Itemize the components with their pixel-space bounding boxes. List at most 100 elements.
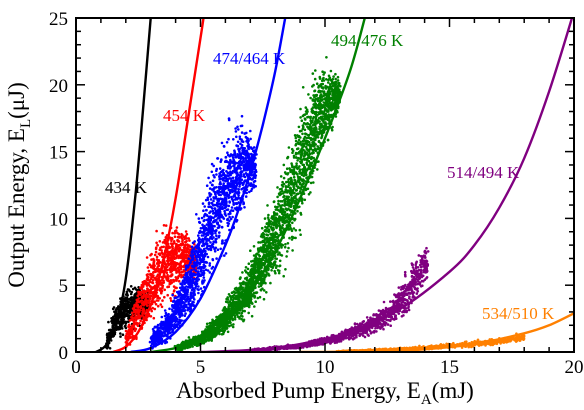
data-point <box>212 216 215 220</box>
data-point <box>119 335 122 338</box>
data-point <box>315 94 318 98</box>
data-point <box>196 288 199 291</box>
scatter-series-2 <box>148 114 258 350</box>
data-point <box>160 275 163 279</box>
data-point <box>269 281 272 285</box>
data-point <box>170 270 173 273</box>
data-point <box>294 136 298 140</box>
data-point <box>191 265 194 269</box>
data-point <box>240 114 244 118</box>
data-point <box>184 273 187 277</box>
data-point <box>178 271 181 275</box>
data-point <box>288 236 291 240</box>
data-point <box>230 209 233 212</box>
data-point <box>211 212 215 215</box>
data-point <box>274 208 278 211</box>
data-point <box>215 257 218 260</box>
data-point <box>228 185 232 188</box>
data-point <box>116 326 119 330</box>
data-point <box>148 340 152 344</box>
data-point <box>162 326 165 329</box>
data-point <box>195 213 198 216</box>
data-point <box>121 320 124 323</box>
data-point <box>153 267 156 271</box>
data-point <box>173 229 177 233</box>
data-point <box>143 279 147 283</box>
data-point <box>220 198 224 201</box>
data-point <box>126 293 129 297</box>
data-point <box>121 333 125 337</box>
data-point <box>211 179 215 183</box>
data-point <box>195 264 199 267</box>
data-point <box>202 263 206 267</box>
data-point <box>200 273 204 277</box>
data-point <box>332 75 335 78</box>
data-point <box>107 334 111 338</box>
data-point <box>108 347 112 350</box>
data-point <box>173 289 176 292</box>
data-point <box>160 305 164 309</box>
data-point <box>124 334 128 338</box>
data-point <box>180 319 183 322</box>
data-point <box>206 196 210 200</box>
data-point <box>228 191 232 195</box>
data-point <box>226 208 230 211</box>
data-point <box>200 216 204 220</box>
data-point <box>283 245 287 249</box>
data-point <box>124 337 128 340</box>
data-point <box>207 176 210 180</box>
data-point <box>141 296 145 300</box>
data-point <box>238 135 242 138</box>
data-point <box>197 234 200 237</box>
data-point <box>193 292 196 295</box>
data-point <box>202 209 205 212</box>
data-point <box>146 288 150 291</box>
data-point <box>312 181 315 184</box>
data-point <box>174 312 178 316</box>
data-point <box>212 236 215 239</box>
data-point <box>213 250 217 253</box>
data-point <box>306 168 310 171</box>
data-point <box>227 196 230 200</box>
data-point <box>317 160 320 163</box>
data-point <box>227 204 231 208</box>
data-point <box>142 282 145 286</box>
data-point <box>158 248 162 252</box>
data-point <box>140 287 144 291</box>
data-point <box>151 275 154 279</box>
data-point <box>193 273 197 277</box>
data-point <box>238 156 242 159</box>
data-point <box>167 253 170 257</box>
data-point <box>240 143 244 147</box>
data-point <box>219 203 222 207</box>
data-point <box>180 236 184 240</box>
data-point <box>145 278 149 281</box>
data-point <box>196 252 199 255</box>
data-point <box>163 288 166 292</box>
data-point <box>190 245 194 249</box>
data-point <box>303 135 307 139</box>
data-point <box>142 315 145 319</box>
data-point <box>234 130 238 133</box>
data-point <box>181 306 184 309</box>
data-point <box>226 171 229 174</box>
data-point <box>144 296 148 300</box>
data-point <box>188 270 191 273</box>
data-point <box>200 238 204 242</box>
data-point <box>224 155 228 159</box>
data-point <box>282 176 286 180</box>
data-point <box>168 307 171 311</box>
data-point <box>206 214 209 218</box>
data-point <box>135 298 139 302</box>
data-point <box>191 279 195 283</box>
data-point <box>213 203 216 207</box>
data-point <box>287 146 291 149</box>
data-point <box>201 202 205 205</box>
data-point <box>167 324 170 328</box>
data-point <box>132 322 136 326</box>
data-point <box>311 85 314 88</box>
data-point <box>166 259 169 263</box>
data-point <box>251 183 255 187</box>
data-point <box>301 139 305 143</box>
